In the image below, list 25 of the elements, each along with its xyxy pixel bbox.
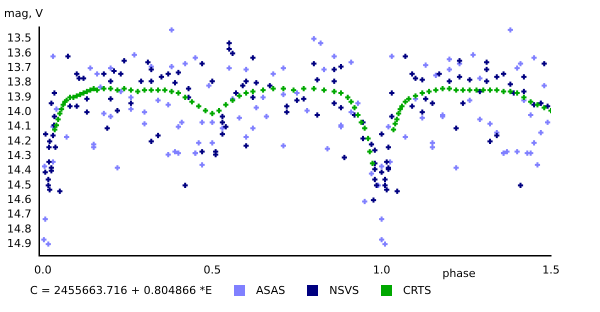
x-tick-label: 0.5 — [204, 263, 222, 276]
y-tick-label: 14.0 — [6, 104, 32, 118]
y-tick-label: 14.1 — [6, 120, 32, 133]
y-tick-label: 14.7 — [6, 208, 32, 221]
y-tick-label: 14.5 — [6, 178, 32, 192]
y-tick-label: 14.6 — [6, 192, 32, 206]
x-axis-title: phase — [442, 267, 476, 280]
y-tick-label: 14.3 — [6, 148, 32, 162]
y-tick-label: 14.4 — [6, 164, 32, 177]
y-tick-label: 13.8 — [6, 76, 32, 89]
legend-label: CRTS — [402, 284, 432, 297]
y-tick-label: 13.5 — [6, 32, 32, 45]
text: C = 2455663.716 + 0.804866 *E — [30, 284, 212, 297]
x-tick-label: 1.0 — [372, 263, 390, 276]
y-tick-label: 14.9 — [6, 236, 32, 250]
legend-label: ASAS — [256, 284, 286, 297]
y-axis-title: mag, V — [4, 6, 44, 20]
x-tick-label: 0.0 — [34, 263, 52, 276]
y-tick-label: 14.8 — [6, 222, 32, 236]
y-tick-label: 14.2 — [6, 134, 32, 148]
x-tick-label: 1.5 — [542, 263, 560, 276]
y-tick-label: 13.9 — [6, 90, 32, 104]
legend-label: NSVS — [329, 284, 359, 297]
y-tick-label: 13.6 — [6, 46, 32, 60]
y-tick-label: 13.7 — [6, 60, 32, 74]
